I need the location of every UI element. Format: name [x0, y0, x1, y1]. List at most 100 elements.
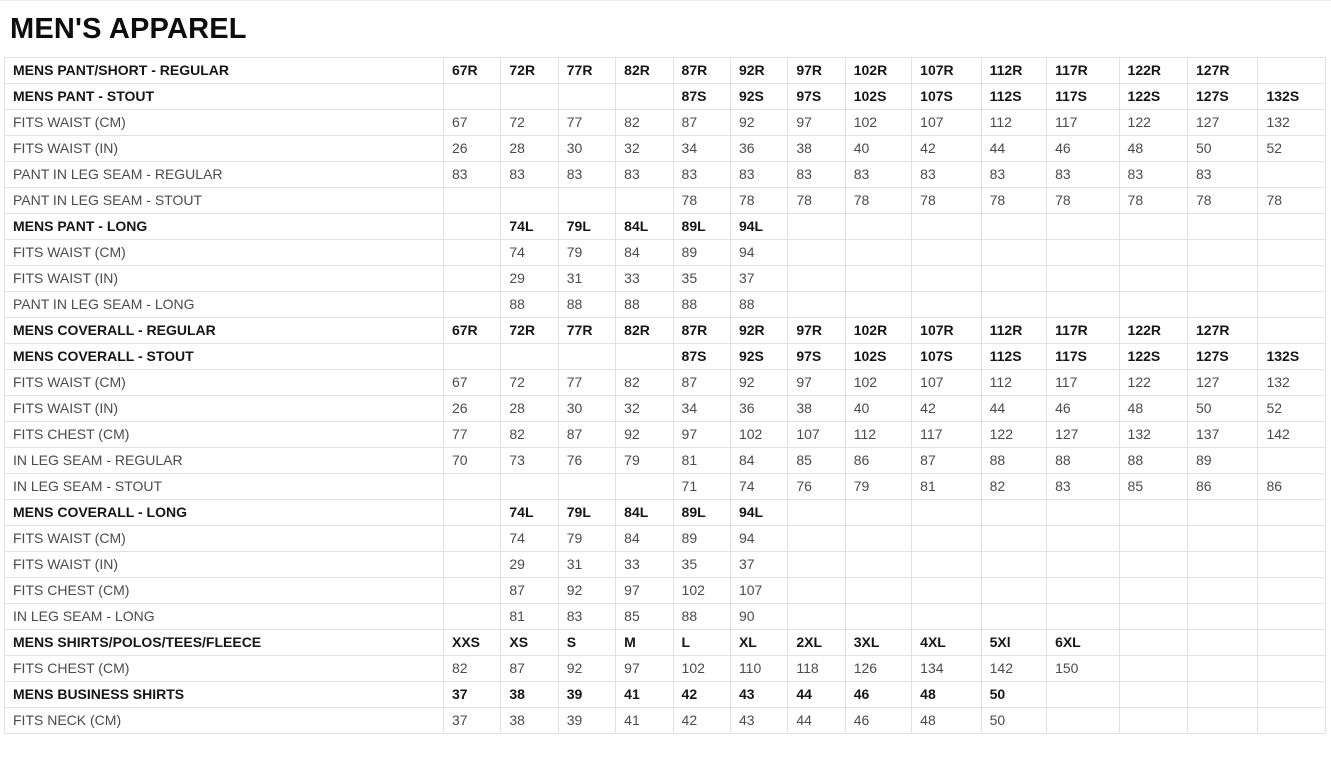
size-cell: XL [729, 629, 789, 656]
size-cell: 39 [557, 707, 617, 734]
size-cell [844, 499, 913, 526]
size-cell: 118 [787, 655, 846, 682]
size-cell: 46 [844, 681, 913, 708]
size-cell [1186, 265, 1259, 292]
size-cell: 83 [442, 161, 502, 188]
size-cell: 86 [1257, 473, 1326, 500]
size-cell [980, 265, 1048, 292]
size-cell [615, 473, 674, 500]
size-cell: 83 [557, 161, 617, 188]
table-row: FITS NECK (CM) 37 38 39 41 42 43 44 46 48 50 [4, 707, 1326, 734]
table-row: FITS WAIST (CM) 74 79 84 89 94 [4, 239, 1326, 266]
size-cell: 122 [980, 421, 1048, 448]
size-cell: 122S [1118, 83, 1189, 110]
size-cell: 117 [1046, 369, 1120, 396]
row-label: FITS WAIST (CM) [4, 109, 444, 136]
size-cell: 92R [729, 57, 789, 84]
size-cell [1257, 707, 1326, 734]
size-cell: 44 [787, 681, 846, 708]
size-cell [980, 551, 1048, 578]
size-cell: 28 [500, 135, 559, 162]
size-cell [615, 83, 674, 110]
size-cell: 92 [615, 421, 674, 448]
size-cell [1186, 603, 1259, 630]
size-cell [1186, 499, 1259, 526]
size-cell: 77R [557, 57, 617, 84]
size-cell: 81 [672, 447, 731, 474]
size-cell: 50 [980, 707, 1048, 734]
size-cell: 112S [980, 83, 1048, 110]
size-cell: 102 [729, 421, 789, 448]
size-cell: 107 [911, 369, 982, 396]
size-cell [442, 499, 502, 526]
size-cell [980, 577, 1048, 604]
size-cell: 78 [1046, 187, 1120, 214]
size-cell: 92S [729, 343, 789, 370]
size-cell [442, 291, 502, 318]
size-cell: 89 [672, 525, 731, 552]
size-cell: 88 [672, 291, 731, 318]
size-cell: 102S [844, 83, 913, 110]
size-cell: 83 [1046, 473, 1120, 500]
size-cell [1046, 291, 1120, 318]
size-cell: 74 [500, 525, 559, 552]
size-cell: 127S [1186, 343, 1259, 370]
size-cell: 48 [911, 707, 982, 734]
size-cell: 74 [729, 473, 789, 500]
size-cell: 83 [615, 161, 674, 188]
size-cell: 87 [911, 447, 982, 474]
size-cell: 78 [980, 187, 1048, 214]
size-cell: 83 [557, 603, 617, 630]
size-cell [1186, 239, 1259, 266]
size-cell [1046, 213, 1120, 240]
size-cell [557, 83, 617, 110]
size-cell: 41 [615, 707, 674, 734]
size-cell: 102S [844, 343, 913, 370]
size-cell: 87R [672, 57, 731, 84]
size-cell [911, 551, 982, 578]
size-cell: 87 [500, 655, 559, 682]
size-cell: 82R [615, 317, 674, 344]
size-cell [844, 291, 913, 318]
size-cell [1257, 291, 1326, 318]
size-cell: 127 [1186, 369, 1259, 396]
size-cell: 87 [672, 369, 731, 396]
size-cell [1257, 265, 1326, 292]
size-cell: 97R [787, 317, 846, 344]
size-cell: 102 [672, 655, 731, 682]
size-cell: 110 [729, 655, 789, 682]
size-cell [557, 343, 617, 370]
size-cell: 107S [911, 83, 982, 110]
size-cell [442, 525, 502, 552]
size-cell: 4XL [911, 629, 982, 656]
page-title: MEN'S APPAREL [10, 13, 247, 45]
size-cell [787, 603, 846, 630]
size-cell [1046, 577, 1120, 604]
size-cell: 37 [442, 707, 502, 734]
size-cell: 97 [672, 421, 731, 448]
size-cell: 112S [980, 343, 1048, 370]
size-cell: 102 [844, 109, 913, 136]
size-cell: 30 [557, 135, 617, 162]
size-chart-table: MENS PANT/SHORT - REGULAR 67R 72R 77R 82R 87R… [4, 57, 1326, 734]
size-cell: 102 [672, 577, 731, 604]
size-cell: 107 [787, 421, 846, 448]
size-cell: 48 [1118, 395, 1189, 422]
row-label: IN LEG SEAM - REGULAR [4, 447, 444, 474]
size-cell: 88 [1118, 447, 1189, 474]
size-cell: 38 [500, 681, 559, 708]
size-cell: 87 [500, 577, 559, 604]
size-cell: 84 [615, 525, 674, 552]
size-cell: 97 [615, 655, 674, 682]
row-label: IN LEG SEAM - LONG [4, 603, 444, 630]
size-cell: 92 [729, 369, 789, 396]
row-label: FITS WAIST (CM) [4, 239, 444, 266]
table-row: MENS BUSINESS SHIRTS 37 38 39 41 42 43 44 46 48 50 [4, 681, 1326, 708]
size-cell [1118, 213, 1189, 240]
size-cell [1257, 551, 1326, 578]
size-cell [1257, 681, 1326, 708]
size-chart-body: MENS PANT/SHORT - REGULAR 67R 72R 77R 82R 87R… [4, 57, 1326, 734]
size-cell [1186, 707, 1259, 734]
size-cell: 32 [615, 135, 674, 162]
size-cell: 83 [911, 161, 982, 188]
